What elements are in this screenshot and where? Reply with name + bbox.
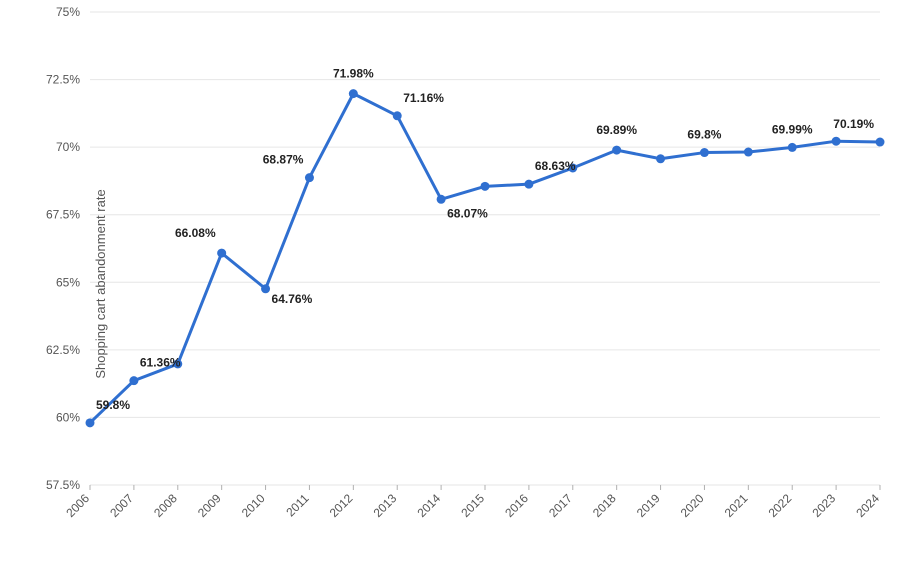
y-tick-label: 70% [56, 140, 80, 154]
data-label: 61.36% [140, 356, 181, 370]
data-label: 69.89% [596, 123, 637, 137]
data-label: 69.99% [772, 122, 813, 136]
data-marker [524, 180, 533, 189]
data-label: 59.8% [96, 398, 130, 412]
data-label: 68.87% [263, 153, 304, 167]
data-marker [393, 111, 402, 120]
data-marker [788, 143, 797, 152]
data-marker [876, 138, 885, 147]
data-label: 66.08% [175, 226, 216, 240]
data-marker [86, 418, 95, 427]
y-tick-label: 57.5% [46, 478, 80, 492]
y-tick-label: 65% [56, 275, 80, 289]
data-marker [437, 195, 446, 204]
data-label: 69.8% [687, 128, 721, 142]
y-tick-label: 75% [56, 5, 80, 19]
data-marker [744, 148, 753, 157]
y-axis-label: Shopping cart abandonment rate [93, 189, 108, 378]
data-label: 71.98% [333, 67, 374, 81]
data-label: 68.63% [535, 159, 576, 173]
data-label: 68.07% [447, 206, 488, 220]
data-marker [656, 154, 665, 163]
data-label: 70.19% [833, 117, 874, 131]
chart-bg [0, 0, 903, 567]
data-label: 71.16% [403, 91, 444, 105]
data-label: 64.76% [272, 292, 313, 306]
y-tick-label: 67.5% [46, 208, 80, 222]
data-marker [217, 249, 226, 258]
data-marker [481, 182, 490, 191]
data-marker [700, 148, 709, 157]
y-tick-label: 60% [56, 410, 80, 424]
data-marker [129, 376, 138, 385]
y-tick-label: 62.5% [46, 343, 80, 357]
data-marker [612, 146, 621, 155]
chart-svg: 57.5%60%62.5%65%67.5%70%72.5%75%20062007… [0, 0, 903, 567]
data-marker [349, 89, 358, 98]
data-marker [261, 284, 270, 293]
data-marker [305, 173, 314, 182]
line-chart: Shopping cart abandonment rate 57.5% 60% 6… [0, 0, 903, 567]
y-tick-label: 72.5% [46, 73, 80, 87]
data-marker [832, 137, 841, 146]
